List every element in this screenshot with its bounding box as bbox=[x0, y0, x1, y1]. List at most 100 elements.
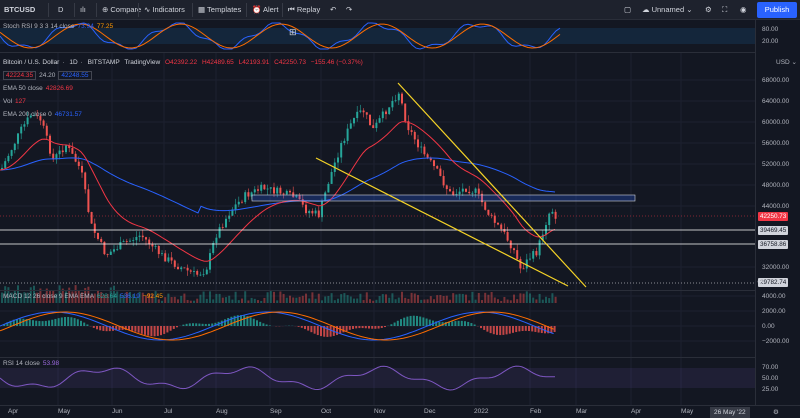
volume-bar bbox=[369, 299, 371, 303]
candle-body bbox=[1, 167, 3, 170]
time-axis[interactable]: Apr May Jun Jul Aug Sep Oct Nov Dec 2022… bbox=[0, 405, 800, 418]
alert-button[interactable]: ⏰ Alert bbox=[252, 3, 278, 17]
pane-divider[interactable] bbox=[0, 357, 755, 358]
volume-bar bbox=[247, 300, 250, 303]
volume-bar bbox=[506, 299, 509, 303]
candle-body bbox=[109, 251, 112, 255]
macd-histogram-bar bbox=[57, 318, 60, 326]
volume-bar bbox=[413, 293, 416, 303]
maximize-pane-icon[interactable]: ⊞ bbox=[289, 27, 297, 37]
volume-legend[interactable]: Vol 127 bbox=[3, 98, 29, 105]
last-price-tag: 42250.73 bbox=[758, 212, 789, 221]
volume-bar bbox=[193, 300, 195, 303]
volume-bar bbox=[234, 291, 237, 303]
ema50-legend[interactable]: EMA 50 close 42826.69 bbox=[3, 85, 76, 92]
ohlc-high: H42489.65 bbox=[201, 59, 234, 66]
rsi-value: 53.98 bbox=[42, 360, 60, 367]
buy-button[interactable]: 42248.55 bbox=[58, 71, 92, 80]
macd-histogram-bar bbox=[355, 326, 358, 329]
candle-body bbox=[55, 154, 58, 160]
macd-histogram-bar bbox=[99, 326, 102, 331]
redo-icon[interactable]: ↷ bbox=[346, 5, 353, 14]
candle-body bbox=[253, 189, 256, 193]
fullscreen-expand-icon[interactable]: ⛶ bbox=[722, 5, 728, 14]
macd-histogram-bar bbox=[425, 318, 428, 326]
candle-body bbox=[151, 244, 154, 247]
macd-histogram-bar bbox=[192, 323, 194, 326]
volume-bar bbox=[301, 295, 304, 303]
volume-bar bbox=[161, 300, 163, 303]
macd-histogram-bar bbox=[41, 321, 44, 326]
compare-button[interactable]: ⊕ Compare bbox=[102, 3, 141, 17]
macd-histogram-bar bbox=[86, 324, 89, 326]
macd-histogram-bar bbox=[400, 319, 402, 326]
volume-bar bbox=[471, 291, 474, 303]
candle-body bbox=[551, 211, 554, 214]
time-label: Mar bbox=[576, 408, 588, 415]
candle-body bbox=[13, 143, 16, 151]
ema-200-line bbox=[0, 157, 556, 214]
upper-trendline[interactable] bbox=[397, 82, 587, 288]
undo-icon[interactable]: ↶ bbox=[330, 5, 337, 14]
level-tag-36758: 36758.86 bbox=[758, 240, 789, 249]
replay-button[interactable]: ⏮ Replay bbox=[288, 3, 320, 17]
settings-gear-icon[interactable]: ⚙ bbox=[773, 409, 779, 416]
pane-divider[interactable] bbox=[0, 52, 755, 53]
macd-histogram-bar bbox=[352, 326, 354, 329]
price-axis[interactable]: 80.00 20.00 USD ⌄ 68000.00 64000.00 6000… bbox=[755, 20, 800, 405]
indicators-button[interactable]: ∿ Indicators bbox=[144, 3, 185, 17]
interval-button[interactable]: D bbox=[58, 5, 64, 14]
volume-bar bbox=[125, 291, 128, 303]
publish-button[interactable]: Publish bbox=[757, 2, 797, 18]
volume-bar bbox=[551, 293, 554, 303]
ema200-legend[interactable]: EMA 200 close 0 46731.57 bbox=[3, 111, 85, 118]
volume-bar bbox=[164, 297, 167, 303]
macd-histogram-bar bbox=[73, 318, 76, 326]
settings-gear-icon[interactable]: ⚙ bbox=[705, 5, 712, 14]
macd-histogram-bar bbox=[438, 321, 441, 326]
resistance-zone-rectangle[interactable] bbox=[251, 194, 636, 202]
candle-body bbox=[455, 194, 458, 196]
volume-bar bbox=[71, 291, 74, 303]
rsi-legend[interactable]: RSI 14 close 53.98 bbox=[3, 360, 62, 367]
volume-bar bbox=[295, 297, 298, 303]
volume-bar bbox=[183, 293, 186, 303]
candle-body bbox=[554, 211, 557, 219]
symbol-search-button[interactable]: BTCUSD bbox=[4, 5, 36, 14]
pane-divider[interactable] bbox=[0, 290, 755, 291]
macd-histogram-bar bbox=[153, 326, 156, 337]
fullscreen-icon[interactable]: ▢ bbox=[624, 5, 632, 14]
candle-body bbox=[205, 269, 208, 275]
chart-type-icon[interactable]: ılı bbox=[80, 5, 86, 14]
candle-body bbox=[193, 271, 195, 272]
candle-body bbox=[327, 183, 330, 193]
candle-body bbox=[276, 187, 279, 194]
macd-legend[interactable]: MACD 12 26 close 9 EMA EMA 628.64 536.19 −9… bbox=[3, 293, 166, 300]
chart-canvas[interactable] bbox=[0, 20, 755, 405]
candle-body bbox=[317, 210, 320, 218]
candle-body bbox=[413, 131, 416, 140]
macd-histogram-bar bbox=[396, 320, 399, 326]
candle-body bbox=[449, 189, 451, 192]
volume-bar bbox=[308, 298, 311, 303]
macd-histogram-bar bbox=[156, 326, 159, 336]
camera-icon[interactable]: ◉ bbox=[740, 5, 747, 14]
macd-histogram-bar bbox=[304, 326, 306, 330]
crosshair-target-icon[interactable]: ⊕ bbox=[757, 277, 764, 286]
templates-button[interactable]: ▦ Templates bbox=[198, 3, 241, 17]
lower-trendline[interactable] bbox=[315, 157, 569, 287]
volume-bar bbox=[257, 300, 259, 303]
volume-bar bbox=[141, 292, 144, 303]
candle-body bbox=[359, 110, 362, 112]
stoch-rsi-k-value: 73.94 bbox=[77, 23, 94, 30]
sell-button[interactable]: 42224.35 bbox=[3, 71, 37, 80]
rsi-tick: 70.00 bbox=[762, 364, 779, 371]
ohlc-open: O42392.22 bbox=[164, 59, 198, 66]
volume-bar bbox=[388, 297, 391, 303]
volume-bar bbox=[529, 293, 531, 303]
volume-bar bbox=[333, 300, 336, 303]
toolbar-divider bbox=[246, 3, 247, 17]
stoch-rsi-band bbox=[0, 28, 755, 44]
currency-label[interactable]: USD ⌄ bbox=[776, 59, 797, 66]
layout-button[interactable]: ☁ Unnamed ⌄ bbox=[642, 3, 693, 17]
